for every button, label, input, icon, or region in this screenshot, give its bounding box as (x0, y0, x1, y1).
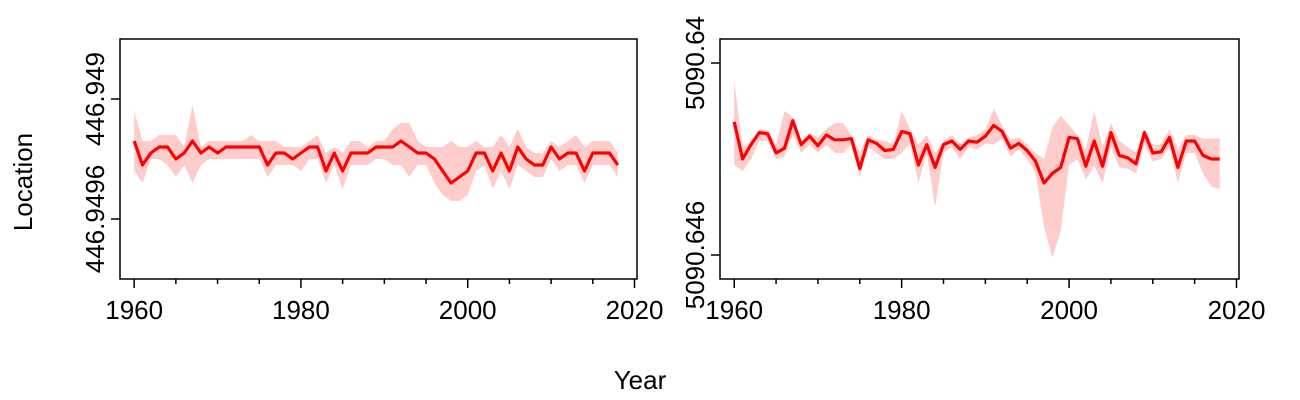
confidence-band (134, 105, 618, 201)
estimate-line (732, 118, 1220, 185)
x-tick-label: 2020 (606, 295, 664, 325)
x-tick-label: 1960 (105, 295, 163, 325)
x-tick-label: 1980 (272, 295, 330, 325)
x-tick-label: 2000 (1040, 295, 1098, 325)
y-axis-title: Location (8, 133, 38, 231)
plot-frame (719, 38, 1240, 280)
chart-panel-1: 1960 1980 2000 2020 446.9496 446.949 (80, 38, 664, 325)
confidence-band (734, 81, 1220, 258)
y-tick-label: 446.949 (80, 52, 110, 146)
estimate-line (132, 139, 620, 185)
y-tick-label: 446.9496 (80, 165, 110, 273)
x-axis-title: Year (614, 365, 667, 395)
y-tick-label: 5090.646 (680, 201, 710, 309)
y-tick-label: 5090.64 (680, 16, 710, 110)
x-tick-label: 2000 (439, 295, 497, 325)
x-tick-label: 2020 (1208, 295, 1266, 325)
x-tick-label: 1960 (705, 295, 763, 325)
x-tick-label: 1980 (873, 295, 931, 325)
chart-panel-2: 1960 1980 2000 2020 5090.646 5090.64 (680, 16, 1265, 325)
plot-frame (119, 38, 638, 280)
